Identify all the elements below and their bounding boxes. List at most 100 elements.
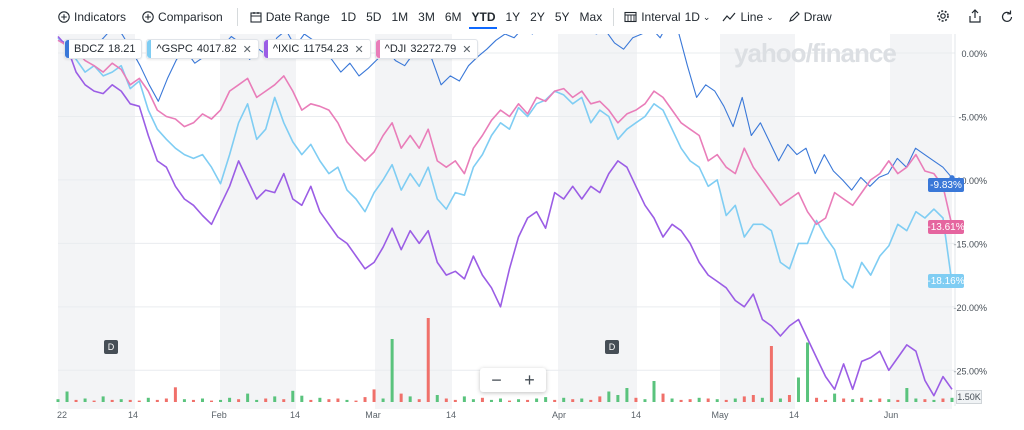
range-1d[interactable]: 1D bbox=[340, 10, 357, 24]
volume-bar bbox=[128, 399, 132, 402]
volume-bar bbox=[83, 398, 87, 402]
volume-bar bbox=[453, 399, 457, 402]
volume-bar bbox=[228, 397, 232, 402]
line-chart-icon bbox=[722, 11, 736, 23]
legend-color-swatch bbox=[147, 40, 152, 58]
chart-toolbar: Indicators Comparison Date Range 1D 5D 1M 3… bbox=[0, 0, 1024, 34]
volume-bar bbox=[345, 399, 349, 402]
legend-value: 4017.82 bbox=[196, 43, 237, 55]
gear-icon[interactable] bbox=[936, 9, 950, 26]
volume-bar bbox=[164, 398, 168, 402]
range-1y[interactable]: 1Y bbox=[505, 10, 521, 24]
draw-button[interactable]: Draw bbox=[788, 0, 832, 34]
volume-bar bbox=[751, 395, 755, 402]
date-range-button[interactable]: Date Range bbox=[250, 0, 330, 34]
chevron-down-icon: ⌄ bbox=[702, 11, 711, 22]
volume-bar bbox=[688, 399, 692, 402]
volume-bar bbox=[318, 397, 322, 402]
series-line-dji[interactable] bbox=[57, 39, 953, 226]
volume-bar bbox=[733, 398, 737, 402]
share-icon[interactable] bbox=[968, 8, 982, 26]
close-icon[interactable]: ✕ bbox=[242, 43, 252, 56]
badge-bdcz: -9.83% bbox=[928, 178, 964, 192]
dividend-marker[interactable]: D bbox=[104, 340, 118, 354]
legend-chip[interactable]: BDCZ 18.21 bbox=[64, 39, 143, 59]
volume-bar bbox=[598, 396, 602, 402]
volume-bar bbox=[815, 397, 819, 402]
y-tick-label: -25.00% bbox=[953, 366, 987, 376]
x-tick-label: 14 bbox=[446, 410, 456, 420]
volume-bar bbox=[372, 389, 376, 402]
volume-bar bbox=[444, 398, 448, 402]
badge-gspc: -18.16% bbox=[927, 274, 965, 288]
volume-bar bbox=[526, 399, 530, 402]
range-max[interactable]: Max bbox=[579, 10, 603, 24]
volume-bar bbox=[471, 399, 475, 402]
volume-bar bbox=[417, 399, 421, 402]
series-line-gspc[interactable] bbox=[57, 37, 953, 289]
close-icon[interactable]: ✕ bbox=[354, 43, 364, 56]
chart-svg[interactable]: 0.00% -5.00% -10.00% -15.00% -20.00% -25.00% 2… bbox=[0, 19, 1024, 425]
volume-badge: 1.50K bbox=[956, 390, 982, 404]
close-icon[interactable]: ✕ bbox=[462, 43, 472, 56]
interval-label: Interval bbox=[641, 10, 681, 24]
volume-bar bbox=[219, 399, 223, 402]
legend-chip[interactable]: ^DJI 32272.79 ✕ bbox=[374, 39, 479, 59]
reset-icon[interactable] bbox=[1000, 9, 1014, 26]
volume-bar bbox=[273, 396, 277, 402]
range-2y[interactable]: 2Y bbox=[530, 10, 545, 24]
volume-bar bbox=[778, 398, 782, 402]
chart-type-select[interactable]: Line ⌄ bbox=[722, 0, 774, 34]
comparison-label: Comparison bbox=[158, 10, 223, 24]
range-6m[interactable]: 6M bbox=[444, 10, 462, 24]
range-ytd[interactable]: YTD bbox=[466, 0, 500, 34]
legend-symbol: ^IXIC bbox=[272, 43, 300, 55]
volume-bar bbox=[679, 399, 683, 402]
volume-bar bbox=[787, 395, 791, 402]
dividend-marker[interactable]: D bbox=[605, 340, 619, 354]
x-tick-label: 14 bbox=[128, 410, 138, 420]
range-3m[interactable]: 3M bbox=[418, 10, 435, 24]
zoom-in-button[interactable]: + bbox=[524, 369, 535, 390]
legend-chip[interactable]: ^IXIC 11754.23 ✕ bbox=[262, 39, 371, 59]
volume-bar bbox=[824, 399, 828, 402]
volume-bar bbox=[300, 395, 304, 402]
volume-bar bbox=[155, 399, 159, 402]
series-line-ixic[interactable] bbox=[57, 35, 953, 397]
volume-bar bbox=[354, 400, 358, 402]
volume-bar bbox=[860, 397, 864, 402]
interval-icon bbox=[624, 11, 637, 23]
plus-circle-icon bbox=[142, 11, 154, 23]
toolbar-actions bbox=[936, 0, 1014, 34]
legend-color-swatch bbox=[263, 40, 268, 58]
legend: BDCZ 18.21 ^GSPC 4017.82 ✕ ^IXIC 11754.23 ✕ ^DJI… bbox=[64, 39, 479, 59]
volume-bar bbox=[760, 397, 764, 402]
volume-bar bbox=[237, 399, 241, 402]
volume-bar bbox=[580, 398, 584, 402]
badge-dji-label: -13.61% bbox=[927, 221, 965, 233]
chart-area[interactable]: 0.00% -5.00% -10.00% -15.00% -20.00% -25.00% 2… bbox=[0, 19, 1024, 425]
range-5y[interactable]: 5Y bbox=[554, 10, 570, 24]
badge-bdcz-label: -9.83% bbox=[930, 179, 962, 191]
range-1m[interactable]: 1M bbox=[391, 10, 409, 24]
volume-bar bbox=[553, 399, 557, 402]
y-tick-label: -5.00% bbox=[958, 112, 987, 122]
volume-bar bbox=[715, 399, 719, 402]
month-band bbox=[58, 34, 135, 409]
volume-bar bbox=[742, 396, 746, 402]
legend-chip[interactable]: ^GSPC 4017.82 ✕ bbox=[146, 39, 259, 59]
volume-bar bbox=[905, 388, 909, 402]
badge-dji: -13.61% bbox=[927, 220, 965, 234]
volume-bar bbox=[923, 399, 927, 402]
badge-gspc-label: -18.16% bbox=[927, 275, 965, 287]
interval-value: 1D bbox=[684, 10, 700, 24]
x-tick-label: Apr bbox=[552, 410, 566, 420]
range-5d[interactable]: 5D bbox=[366, 10, 382, 24]
volume-bar bbox=[408, 396, 412, 402]
zoom-out-button[interactable]: − bbox=[491, 369, 502, 390]
interval-select[interactable]: Interval 1D ⌄ bbox=[624, 0, 710, 34]
comparison-button[interactable]: Comparison bbox=[142, 0, 223, 34]
volume-bar bbox=[309, 399, 313, 402]
indicators-button[interactable]: Indicators bbox=[58, 0, 126, 34]
x-tick-label: 14 bbox=[290, 410, 300, 420]
